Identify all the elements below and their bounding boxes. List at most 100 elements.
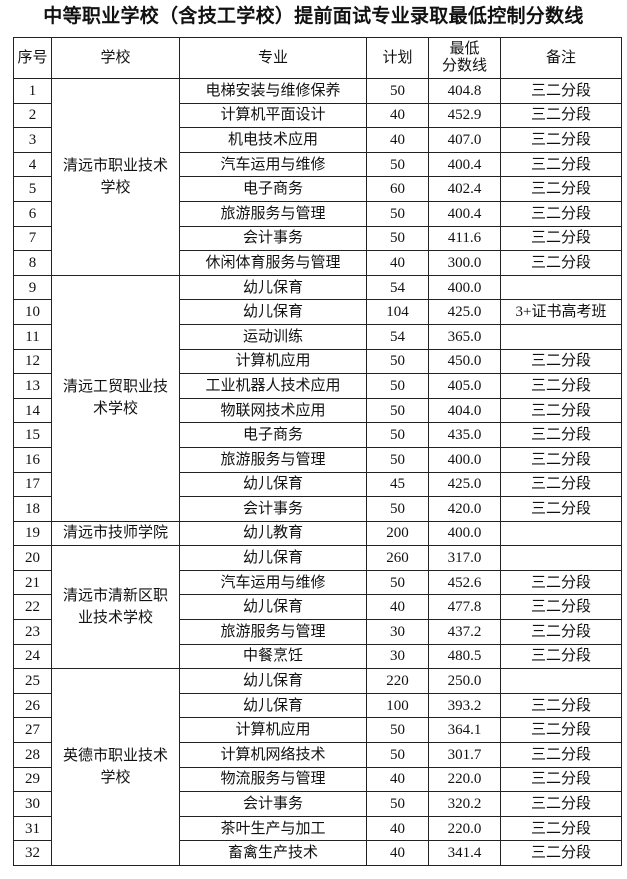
major-name: 会计事务 (179, 225, 367, 252)
enrollment-plan: 40 (366, 815, 429, 842)
row-number: 6 (13, 200, 52, 227)
enrollment-plan: 50 (366, 569, 429, 596)
major-name: 汽车运用与维修 (179, 569, 367, 596)
enrollment-plan: 50 (366, 397, 429, 424)
table-row: 21 汽车运用与维修 50 452.6 三二分段 (13, 569, 622, 596)
table-row: 22 幼儿保育 40 477.8 三二分段 (13, 594, 622, 621)
min-score: 320.2 (428, 791, 501, 817)
min-score: 425.0 (428, 471, 501, 498)
enrollment-plan: 50 (366, 717, 429, 744)
row-number: 10 (13, 299, 52, 325)
row-number: 9 (13, 274, 52, 301)
row-number: 26 (13, 692, 52, 719)
note: 三二分段 (500, 643, 622, 670)
note: 三二分段 (500, 127, 622, 153)
row-number: 2 (13, 102, 52, 129)
min-score: 220.0 (428, 766, 501, 793)
enrollment-plan: 40 (366, 127, 429, 153)
min-score: 407.0 (428, 127, 501, 153)
major-name: 旅游服务与管理 (179, 619, 367, 645)
table-row: 25 英德市职业技术学校 幼儿保育 220 250.0 (13, 668, 622, 866)
row-number: 3 (13, 127, 52, 153)
enrollment-plan: 40 (366, 766, 429, 793)
enrollment-plan: 50 (366, 791, 429, 817)
row-number: 27 (13, 717, 52, 744)
major-name: 物流服务与管理 (179, 766, 367, 793)
min-score: 400.0 (428, 274, 501, 301)
header-min-score: 最低 分数线 (428, 37, 501, 79)
note: 三二分段 (500, 569, 622, 596)
table-row: 12 计算机应用 50 450.0 三二分段 (13, 348, 622, 375)
min-score: 400.0 (428, 446, 501, 473)
enrollment-plan: 30 (366, 643, 429, 670)
table-row: 32 畜禽生产技术 40 341.4 三二分段 (13, 840, 622, 866)
major-name: 幼儿保育 (179, 692, 367, 719)
min-score: 402.4 (428, 176, 501, 202)
major-name: 电梯安装与维修保养 (179, 78, 367, 104)
note (500, 545, 622, 571)
table-row: 5 电子商务 60 402.4 三二分段 (13, 176, 622, 202)
header-no: 序号 (13, 37, 52, 79)
enrollment-plan: 260 (366, 545, 429, 571)
min-score: 404.0 (428, 397, 501, 424)
row-number: 16 (13, 446, 52, 473)
row-number: 15 (13, 422, 52, 448)
school-name: 清远市清新区职业技术学校 (51, 545, 180, 670)
min-score: 452.6 (428, 569, 501, 596)
major-name: 运动训练 (179, 323, 367, 350)
table-row: 16 旅游服务与管理 50 400.0 三二分段 (13, 446, 622, 473)
major-name: 幼儿保育 (179, 594, 367, 621)
major-name: 幼儿保育 (179, 471, 367, 498)
row-number: 20 (13, 545, 52, 571)
min-score: 405.0 (428, 373, 501, 399)
enrollment-plan: 50 (366, 422, 429, 448)
major-name: 计算机应用 (179, 717, 367, 744)
row-number: 28 (13, 742, 52, 768)
note: 三二分段 (500, 102, 622, 129)
min-score: 317.0 (428, 545, 501, 571)
min-score: 341.4 (428, 840, 501, 866)
enrollment-plan: 50 (366, 78, 429, 104)
min-score: 365.0 (428, 323, 501, 350)
note: 三二分段 (500, 348, 622, 375)
min-score: 400.4 (428, 200, 501, 227)
note: 三二分段 (500, 78, 622, 104)
note: 三二分段 (500, 840, 622, 866)
major-name: 物联网技术应用 (179, 397, 367, 424)
table-row: 2 计算机平面设计 40 452.9 三二分段 (13, 102, 622, 129)
page-title: 中等职业学校（含技工学校）提前面试专业录取最低控制分数线 (43, 5, 584, 27)
row-number: 30 (13, 791, 52, 817)
header-school: 学校 (51, 37, 180, 79)
table-row: 11 运动训练 54 365.0 (13, 323, 622, 350)
table-row: 19 清远市技师学院 幼儿教育 200 400.0 (13, 520, 622, 547)
row-number: 5 (13, 176, 52, 202)
major-name: 幼儿保育 (179, 299, 367, 325)
table-row: 29 物流服务与管理 40 220.0 三二分段 (13, 766, 622, 793)
min-score: 452.9 (428, 102, 501, 129)
min-score: 411.6 (428, 225, 501, 252)
header-min-score-line1: 最低 (449, 41, 480, 57)
row-number: 22 (13, 594, 52, 621)
enrollment-plan: 50 (366, 373, 429, 399)
header-major: 专业 (179, 37, 367, 79)
major-name: 旅游服务与管理 (179, 200, 367, 227)
min-score: 480.5 (428, 643, 501, 670)
enrollment-plan: 40 (366, 840, 429, 866)
row-number: 1 (13, 78, 52, 104)
note: 三二分段 (500, 815, 622, 842)
note: 三二分段 (500, 471, 622, 498)
header-note: 备注 (500, 37, 622, 79)
major-name: 幼儿保育 (179, 545, 367, 571)
enrollment-plan: 40 (366, 594, 429, 621)
major-name: 会计事务 (179, 496, 367, 522)
major-name: 茶叶生产与加工 (179, 815, 367, 842)
table-row: 18 会计事务 50 420.0 三二分段 (13, 496, 622, 522)
major-name: 电子商务 (179, 422, 367, 448)
table-row: 24 中餐烹饪 30 480.5 三二分段 (13, 643, 622, 670)
enrollment-plan: 104 (366, 299, 429, 325)
min-score: 404.8 (428, 78, 501, 104)
enrollment-plan: 50 (366, 348, 429, 375)
row-number: 14 (13, 397, 52, 424)
table-row: 31 茶叶生产与加工 40 220.0 三二分段 (13, 815, 622, 842)
min-score: 250.0 (428, 668, 501, 694)
